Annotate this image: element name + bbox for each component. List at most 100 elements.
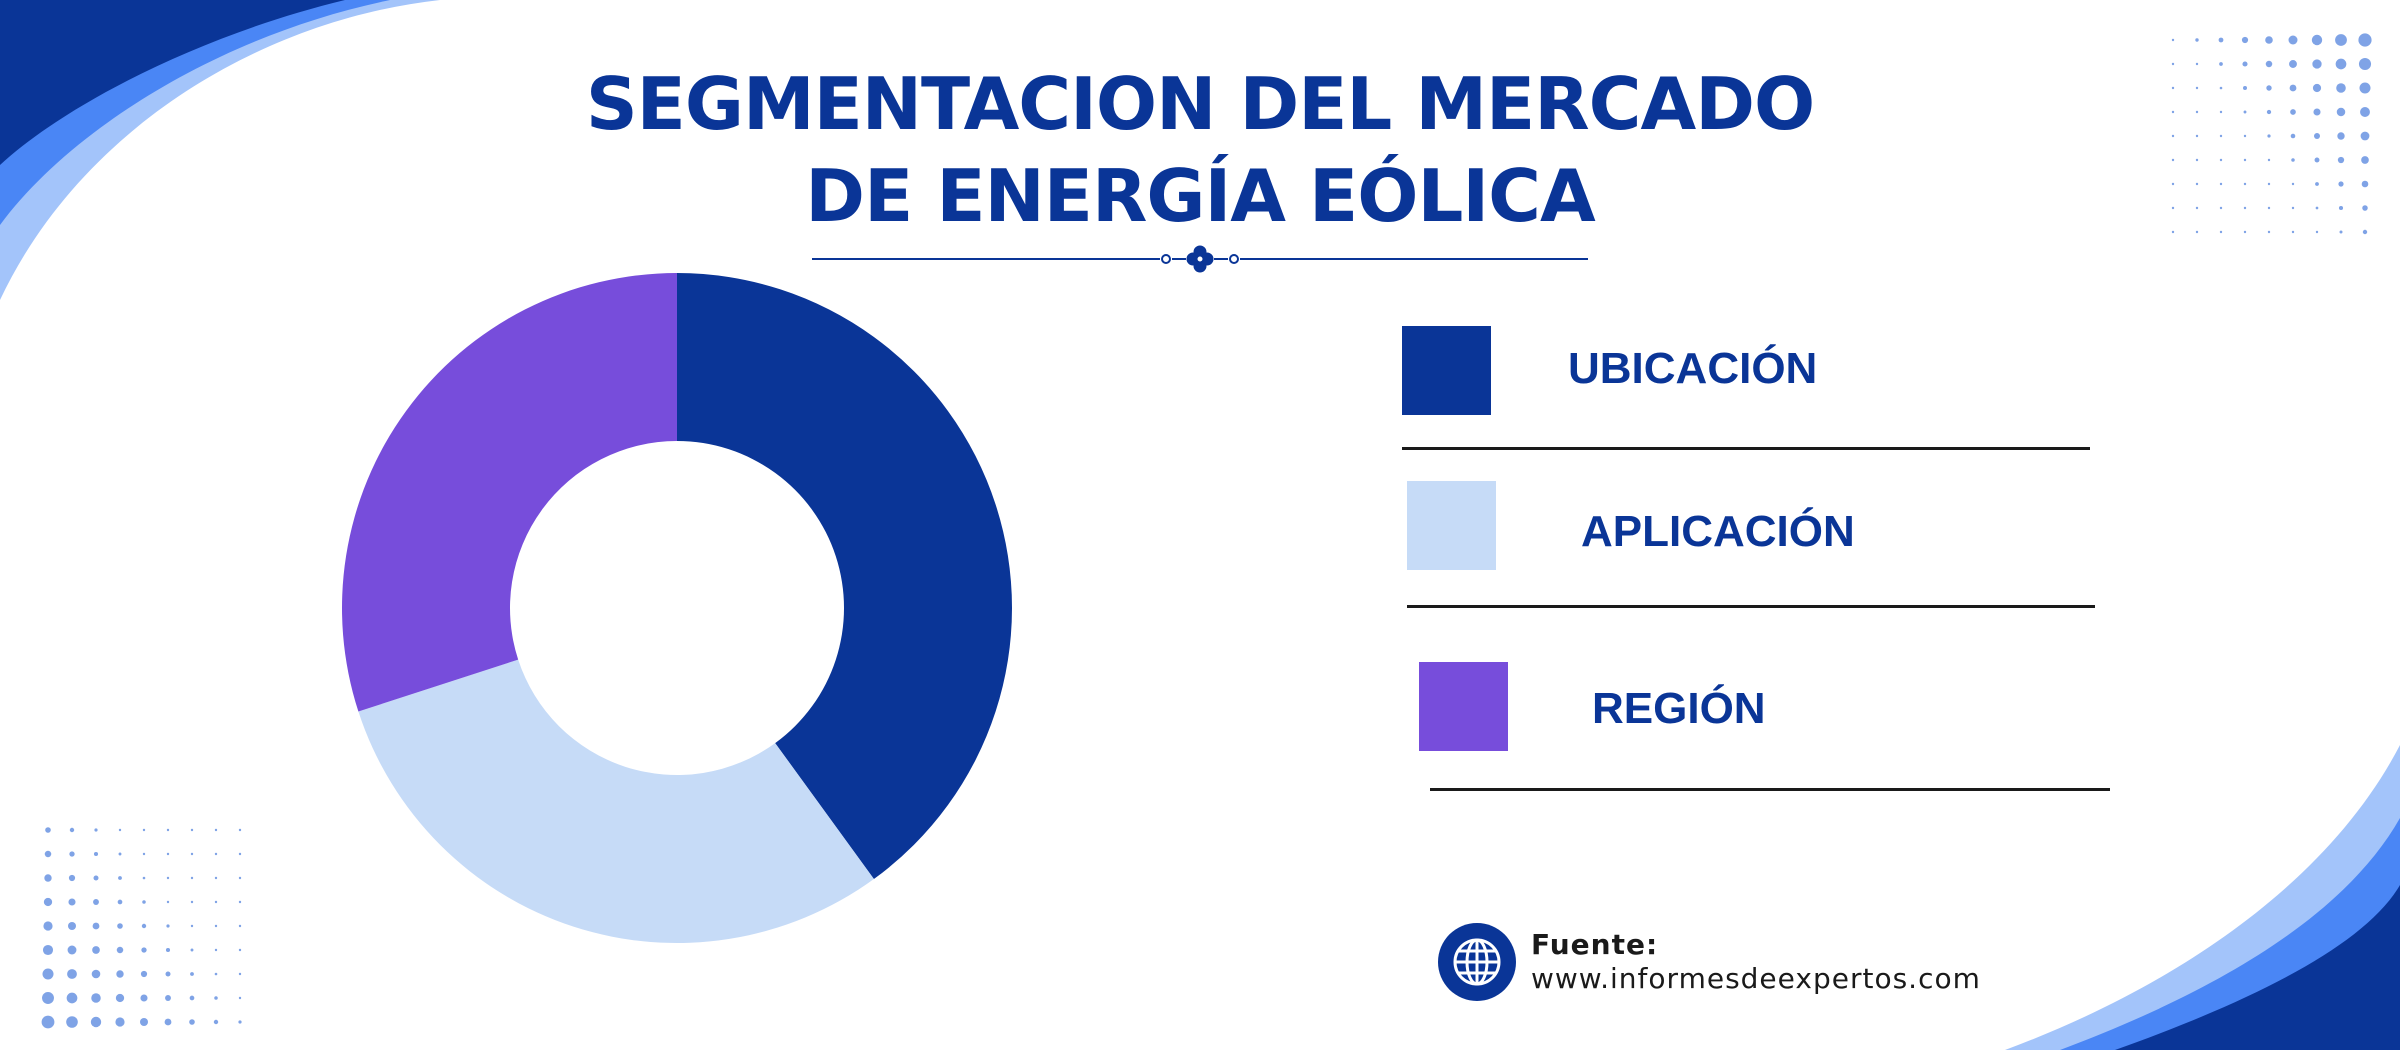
decor-dot	[2171, 206, 2175, 210]
decor-dot	[165, 995, 171, 1001]
decor-dot	[2336, 107, 2346, 117]
decor-dot	[2219, 86, 2223, 90]
decor-dot	[140, 1018, 148, 1026]
decor-dot	[140, 970, 148, 978]
decor-dot	[43, 897, 53, 907]
decor-dot	[2335, 34, 2347, 46]
decor-dot	[2195, 206, 2199, 210]
decor-dot	[2362, 205, 2368, 211]
decor-dot	[2171, 182, 2175, 186]
decor-dot	[2360, 131, 2370, 141]
decor-dot	[190, 948, 194, 952]
decor-dot	[41, 1015, 55, 1029]
decor-dot	[69, 851, 75, 857]
decor-dot	[166, 876, 170, 880]
decor-dot	[2315, 206, 2319, 210]
decor-dot	[2288, 35, 2298, 45]
decor-dot	[213, 1019, 219, 1025]
decor-dot	[189, 1019, 195, 1025]
decor-dot	[42, 992, 54, 1004]
source-label: Fuente:	[1531, 928, 1659, 961]
decor-dot	[2243, 230, 2247, 234]
decor-dot	[2243, 206, 2247, 210]
source-url: www.informesdeexpertos.com	[1531, 962, 1981, 995]
decor-dot	[2315, 182, 2319, 186]
decor-dot	[90, 1016, 102, 1028]
decor-dot	[2358, 57, 2372, 71]
decor-dot	[2291, 230, 2295, 234]
decor-dot	[238, 996, 242, 1000]
decor-dot	[2242, 61, 2248, 67]
decor-dot	[190, 900, 194, 904]
decor-dot	[2313, 108, 2321, 116]
decor-dot	[238, 972, 242, 976]
decor-dot	[2195, 110, 2199, 114]
title-line-1: SEGMENTACION DEL MERCADO	[585, 62, 1815, 146]
decor-dot	[2219, 158, 2223, 162]
decor-dot	[166, 900, 170, 904]
decor-dot	[238, 852, 242, 856]
decor-dot	[190, 924, 194, 928]
decor-dot	[2171, 86, 2175, 90]
decor-dot	[2171, 110, 2175, 114]
decor-dot	[2219, 110, 2223, 114]
decor-dot	[117, 899, 123, 905]
decor-dot	[140, 994, 148, 1002]
decor-dot	[2195, 86, 2199, 90]
legend-divider-2	[1407, 605, 2095, 608]
decor-dot	[2362, 229, 2368, 235]
decor-dot	[2267, 182, 2271, 186]
decor-dot	[2195, 38, 2199, 42]
decor-dot	[214, 948, 218, 952]
decor-dot	[2267, 158, 2271, 162]
decor-dot	[238, 900, 242, 904]
decor-dot	[2289, 84, 2297, 92]
decor-dot	[166, 852, 170, 856]
decor-dot	[2359, 82, 2371, 94]
decor-dot	[189, 995, 195, 1001]
decor-dot	[2243, 134, 2247, 138]
decor-dot	[2290, 133, 2296, 139]
decor-dot	[2314, 157, 2320, 163]
decor-dot	[238, 876, 242, 880]
page-title: SEGMENTACION DEL MERCADO DE ENERGÍA EÓLI…	[450, 58, 1950, 242]
legend-divider-1	[1402, 447, 2090, 450]
decor-dot	[2265, 60, 2273, 68]
decor-dot	[2243, 182, 2247, 186]
decor-dot	[93, 875, 99, 881]
decor-dot	[2338, 205, 2344, 211]
legend-label-region: REGIÓN	[1592, 684, 1766, 733]
decor-dot	[238, 924, 242, 928]
decor-dot	[238, 828, 242, 832]
decor-dot	[2266, 85, 2272, 91]
decor-dot	[165, 947, 171, 953]
decor-dot	[2361, 180, 2369, 188]
decor-dot	[142, 828, 146, 832]
decor-dot	[115, 993, 125, 1003]
decor-dot	[118, 852, 122, 856]
legend-label-ubicacion: UBICACIÓN	[1568, 344, 1818, 393]
decor-dot	[2267, 230, 2271, 234]
decor-dot	[68, 898, 76, 906]
decor-dot	[2291, 158, 2295, 162]
decor-dot	[142, 876, 146, 880]
decor-dot	[214, 996, 218, 1000]
decor-dot	[190, 972, 194, 976]
donut-slice-1	[677, 273, 1013, 880]
decor-dot	[2195, 158, 2199, 162]
decor-dot	[92, 922, 100, 930]
decor-dot	[142, 852, 146, 856]
decor-dot	[2290, 109, 2296, 115]
decor-dot	[2219, 206, 2223, 210]
decor-dot	[190, 852, 194, 856]
decor-dot	[2311, 34, 2323, 46]
decor-dot	[67, 969, 77, 979]
decor-dot	[2336, 83, 2346, 93]
decor-dot	[142, 900, 146, 904]
decor-dot	[91, 969, 101, 979]
decor-dot	[2267, 134, 2271, 138]
decor-dot	[2219, 230, 2223, 234]
decor-dot	[214, 876, 218, 880]
decor-dot	[117, 923, 123, 929]
